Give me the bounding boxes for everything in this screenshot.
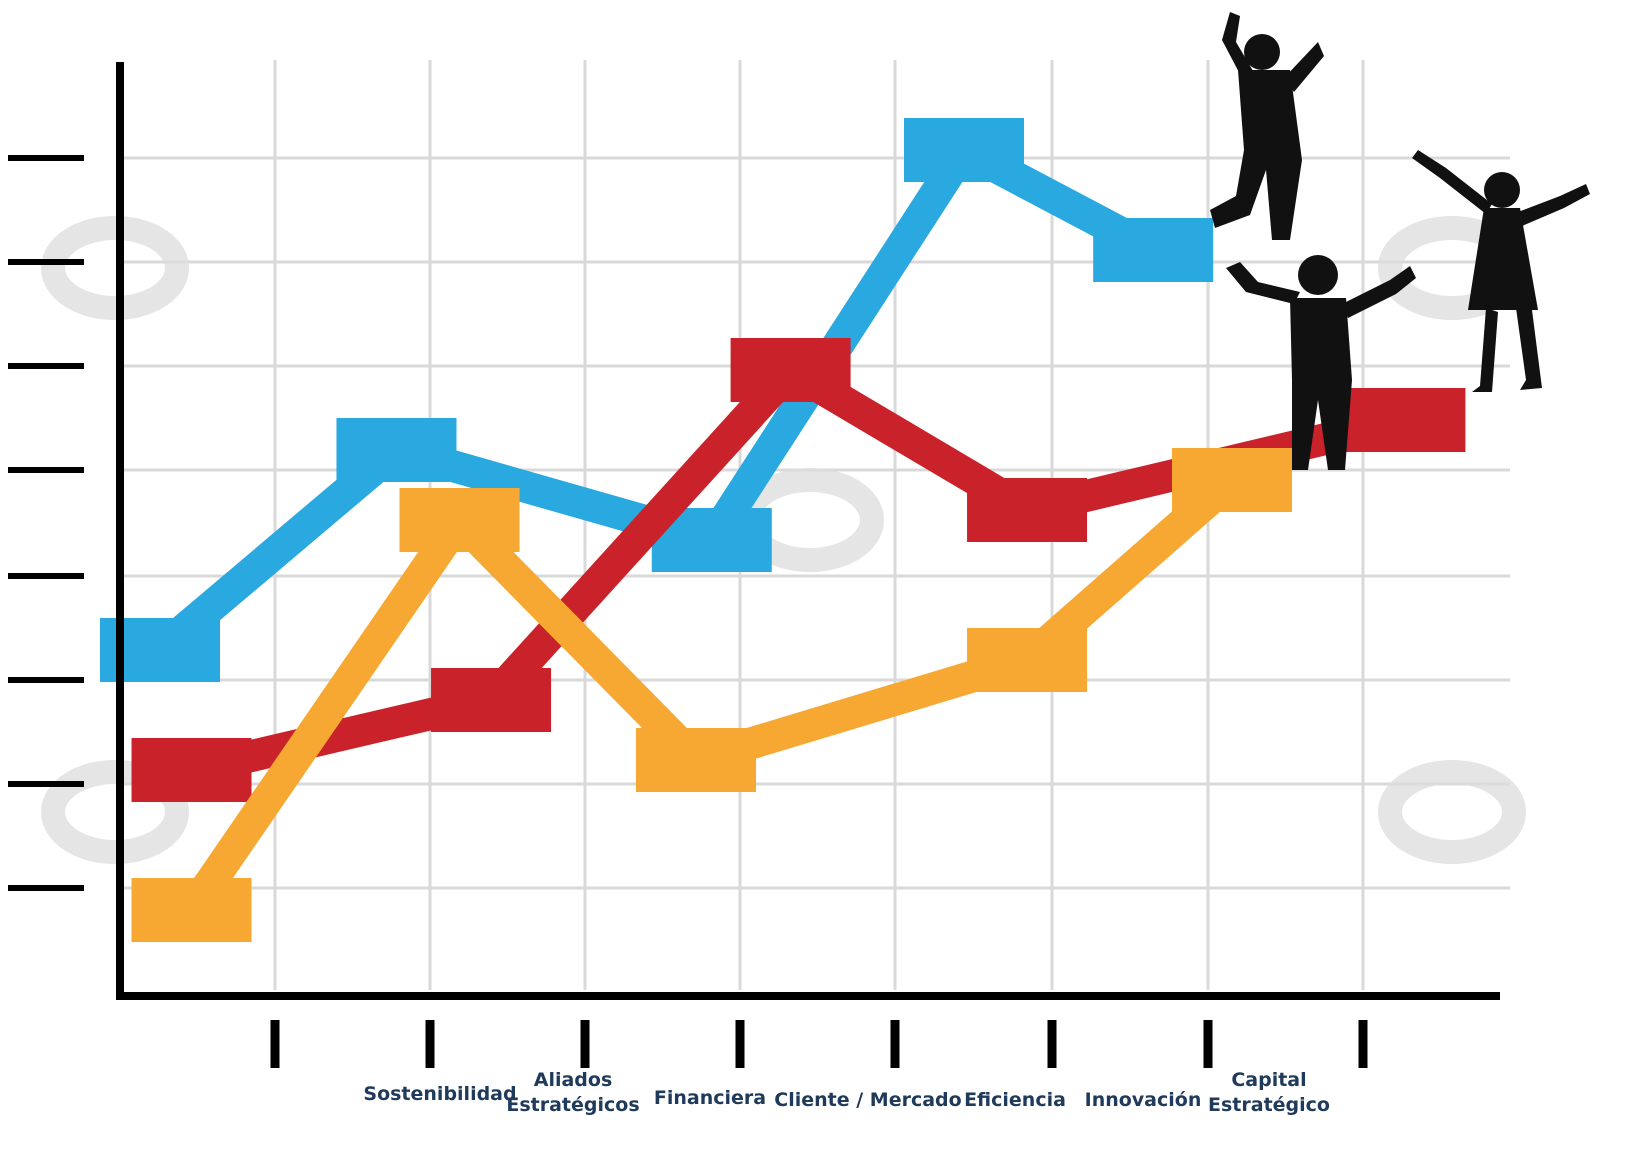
series-1-point-1	[431, 668, 552, 732]
series-1	[131, 338, 1466, 802]
series-1-point-4	[1345, 388, 1466, 452]
category-label-1: Aliados Estratégicos	[506, 1069, 639, 1116]
series-2-point-1	[399, 488, 520, 552]
category-label-2: Financiera	[654, 1087, 766, 1109]
category-label-4: Eficiencia	[964, 1089, 1066, 1111]
decorative-ring-0	[41, 216, 189, 320]
category-label-6: Capital Estratégico	[1208, 1069, 1330, 1116]
series-layer	[100, 118, 1466, 942]
series-2-point-0	[131, 878, 252, 942]
person-standing-man	[1226, 255, 1416, 470]
series-2	[131, 448, 1292, 942]
series-1-point-0	[131, 738, 252, 802]
series-0-point-4	[1093, 218, 1214, 282]
business-people-silhouettes	[1210, 12, 1590, 470]
category-label-3: Cliente / Mercado	[774, 1089, 961, 1111]
series-1-point-2	[730, 338, 851, 402]
axes	[8, 62, 1500, 1068]
person-jumping	[1210, 12, 1324, 240]
series-2-point-3	[967, 628, 1088, 692]
series-0-point-1	[336, 418, 457, 482]
category-label-5: Innovación	[1085, 1089, 1202, 1111]
series-0-point-3	[904, 118, 1024, 182]
series-0	[100, 118, 1214, 682]
series-2-point-4	[1172, 448, 1292, 512]
series-1-point-3	[967, 478, 1088, 542]
decorative-ring-4	[1378, 760, 1526, 864]
category-label-0: Sostenibilidad	[363, 1083, 516, 1105]
person-woman-cheering	[1412, 150, 1590, 392]
decorative-ring-1	[41, 760, 189, 864]
series-2-point-2	[636, 728, 756, 792]
